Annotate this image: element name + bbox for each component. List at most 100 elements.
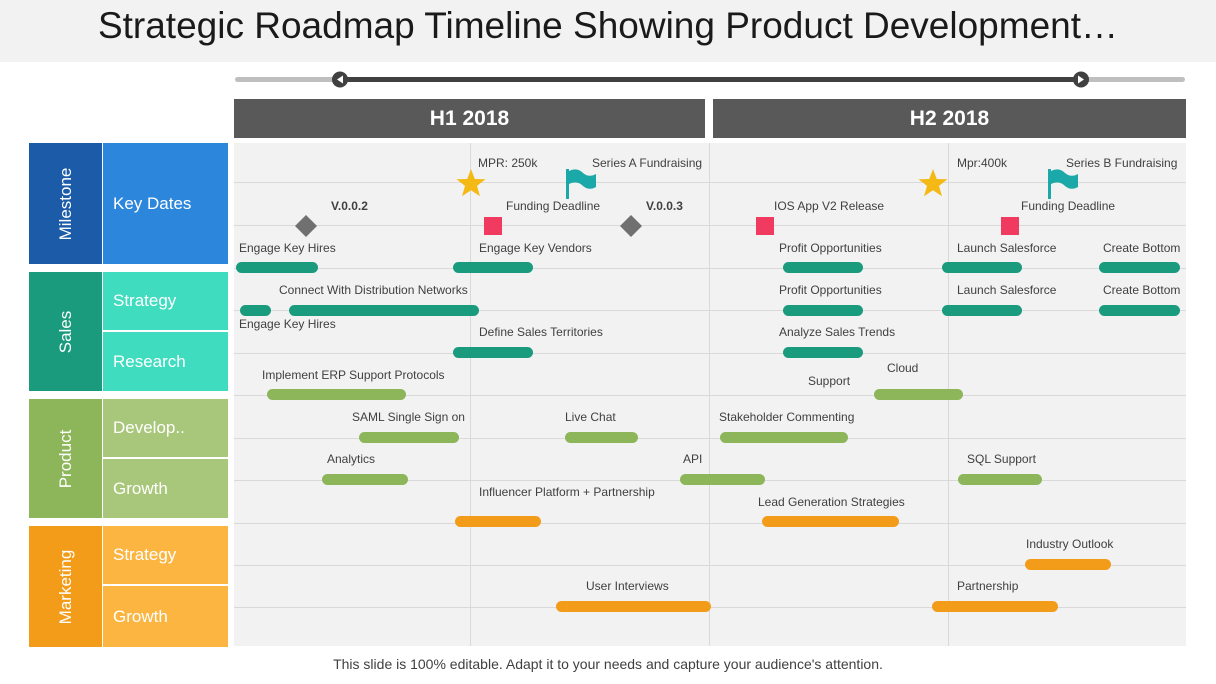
milestone-label: V.0.0.2 xyxy=(331,199,368,213)
milestone-label: Series A Fundraising xyxy=(592,156,703,170)
milestone-label: IOS App V2 Release xyxy=(774,199,885,213)
task-label: Influencer Platform + Partnership xyxy=(479,485,655,499)
category-label: Product xyxy=(55,429,75,488)
flag-icon xyxy=(566,169,596,199)
task-bar xyxy=(1025,559,1111,570)
grid-hline xyxy=(234,438,1186,439)
half-header-h1: H1 2018 xyxy=(234,99,705,138)
category-label: Milestone xyxy=(55,167,75,240)
category-product: Product xyxy=(29,399,102,518)
grid-hline xyxy=(234,395,1186,396)
task-bar xyxy=(762,516,899,527)
task-bar xyxy=(453,262,533,273)
grid-hline xyxy=(234,225,1186,226)
category-marketing: Marketing xyxy=(29,526,102,647)
flag-icon xyxy=(1048,169,1078,199)
subcategory-label: Growth xyxy=(113,606,168,626)
grid-vline xyxy=(709,143,710,646)
task-bar xyxy=(958,474,1042,485)
square-icon xyxy=(756,217,774,235)
task-label: SQL Support xyxy=(967,452,1036,466)
task-bar xyxy=(680,474,765,485)
subcategory-marketing-growth: Growth xyxy=(103,586,228,647)
milestone-label: Funding Deadline xyxy=(1021,199,1116,213)
task-label: Implement ERP Support Protocols xyxy=(262,368,445,382)
subcategory-label: Strategy xyxy=(113,545,177,564)
task-label: Define Sales Territories xyxy=(479,325,603,339)
star-icon xyxy=(918,169,948,197)
task-label: Partnership xyxy=(957,579,1019,593)
task-bar xyxy=(455,516,541,527)
grid-hline xyxy=(234,565,1186,566)
task-label: Launch Salesforce xyxy=(957,241,1057,255)
title-bar: Strategic Roadmap Timeline Showing Produ… xyxy=(0,0,1216,62)
category-milestone: Milestone xyxy=(29,143,102,264)
task-label: Engage Key Hires xyxy=(239,241,336,255)
subcategory-marketing-strategy: Strategy xyxy=(103,526,228,584)
slider-range xyxy=(340,77,1081,82)
task-bar xyxy=(874,389,963,400)
task-label: Create Bottom xyxy=(1103,241,1181,255)
task-label: API xyxy=(683,452,703,466)
task-bar xyxy=(1099,262,1180,273)
subcategory-label: Strategy xyxy=(113,291,177,310)
category-sales: Sales xyxy=(29,272,102,391)
task-bar xyxy=(932,601,1058,612)
task-label: Engage Key Hires xyxy=(239,317,336,331)
milestone-label: Mpr:400k xyxy=(957,156,1008,170)
slider-handle-left-icon[interactable] xyxy=(332,71,348,88)
grid-hline xyxy=(234,353,1186,354)
task-bar xyxy=(453,347,533,358)
subcategory-key-dates: Key Dates xyxy=(103,143,228,264)
subcategory-label: Research xyxy=(113,351,186,371)
task-label: Live Chat xyxy=(565,410,616,424)
milestone-label: Funding Deadline xyxy=(506,199,601,213)
diamond-icon xyxy=(295,215,317,237)
milestone-label: Series B Fundraising xyxy=(1066,156,1178,170)
task-bar xyxy=(1099,305,1180,316)
task-bar xyxy=(359,432,459,443)
grid-hline xyxy=(234,310,1186,311)
milestone-label: MPR: 250k xyxy=(478,156,538,170)
task-label: Lead Generation Strategies xyxy=(758,495,905,509)
subcategory-label: Key Dates xyxy=(113,193,192,213)
category-label: Marketing xyxy=(55,549,75,624)
task-label: Engage Key Vendors xyxy=(479,241,592,255)
task-bar xyxy=(289,305,479,316)
grid-vline xyxy=(470,143,471,646)
task-bar xyxy=(942,305,1022,316)
square-icon xyxy=(1001,217,1019,235)
subcategory-label: Develop.. xyxy=(113,418,185,437)
task-label: Stakeholder Commenting xyxy=(719,410,855,424)
subcategory-product-growth: Growth xyxy=(103,459,228,518)
task-label: Analyze Sales Trends xyxy=(779,325,896,339)
task-bar xyxy=(783,347,863,358)
task-label: Support xyxy=(808,374,851,388)
task-label: Profit Opportunities xyxy=(779,241,882,255)
task-label: Connect With Distribution Networks xyxy=(279,283,468,297)
task-bar xyxy=(556,601,711,612)
task-bar xyxy=(783,262,863,273)
task-label: SAML Single Sign on xyxy=(352,410,465,424)
task-bar xyxy=(720,432,848,443)
task-bar xyxy=(240,305,271,316)
diamond-icon xyxy=(620,215,642,237)
task-bar xyxy=(942,262,1022,273)
milestone-label: V.0.0.3 xyxy=(646,199,683,213)
task-label: Industry Outlook xyxy=(1026,537,1114,551)
grid-hline xyxy=(234,523,1186,524)
star-icon xyxy=(456,169,486,197)
task-bar xyxy=(783,305,863,316)
category-label: Sales xyxy=(55,310,75,353)
timeline-slider[interactable] xyxy=(0,0,1216,100)
task-label: Analytics xyxy=(327,452,376,466)
task-label: Launch Salesforce xyxy=(957,283,1057,297)
task-bar xyxy=(236,262,318,273)
subcategory-product-develop: Develop.. xyxy=(103,399,228,457)
slider-handle-right-icon[interactable] xyxy=(1073,71,1089,88)
subcategory-sales-strategy: Strategy xyxy=(103,272,228,330)
footer-note: This slide is 100% editable. Adapt it to… xyxy=(333,656,883,672)
grid-hline xyxy=(234,268,1186,269)
task-label: Create Bottom xyxy=(1103,283,1181,297)
page-title: Strategic Roadmap Timeline Showing Produ… xyxy=(97,5,1119,46)
